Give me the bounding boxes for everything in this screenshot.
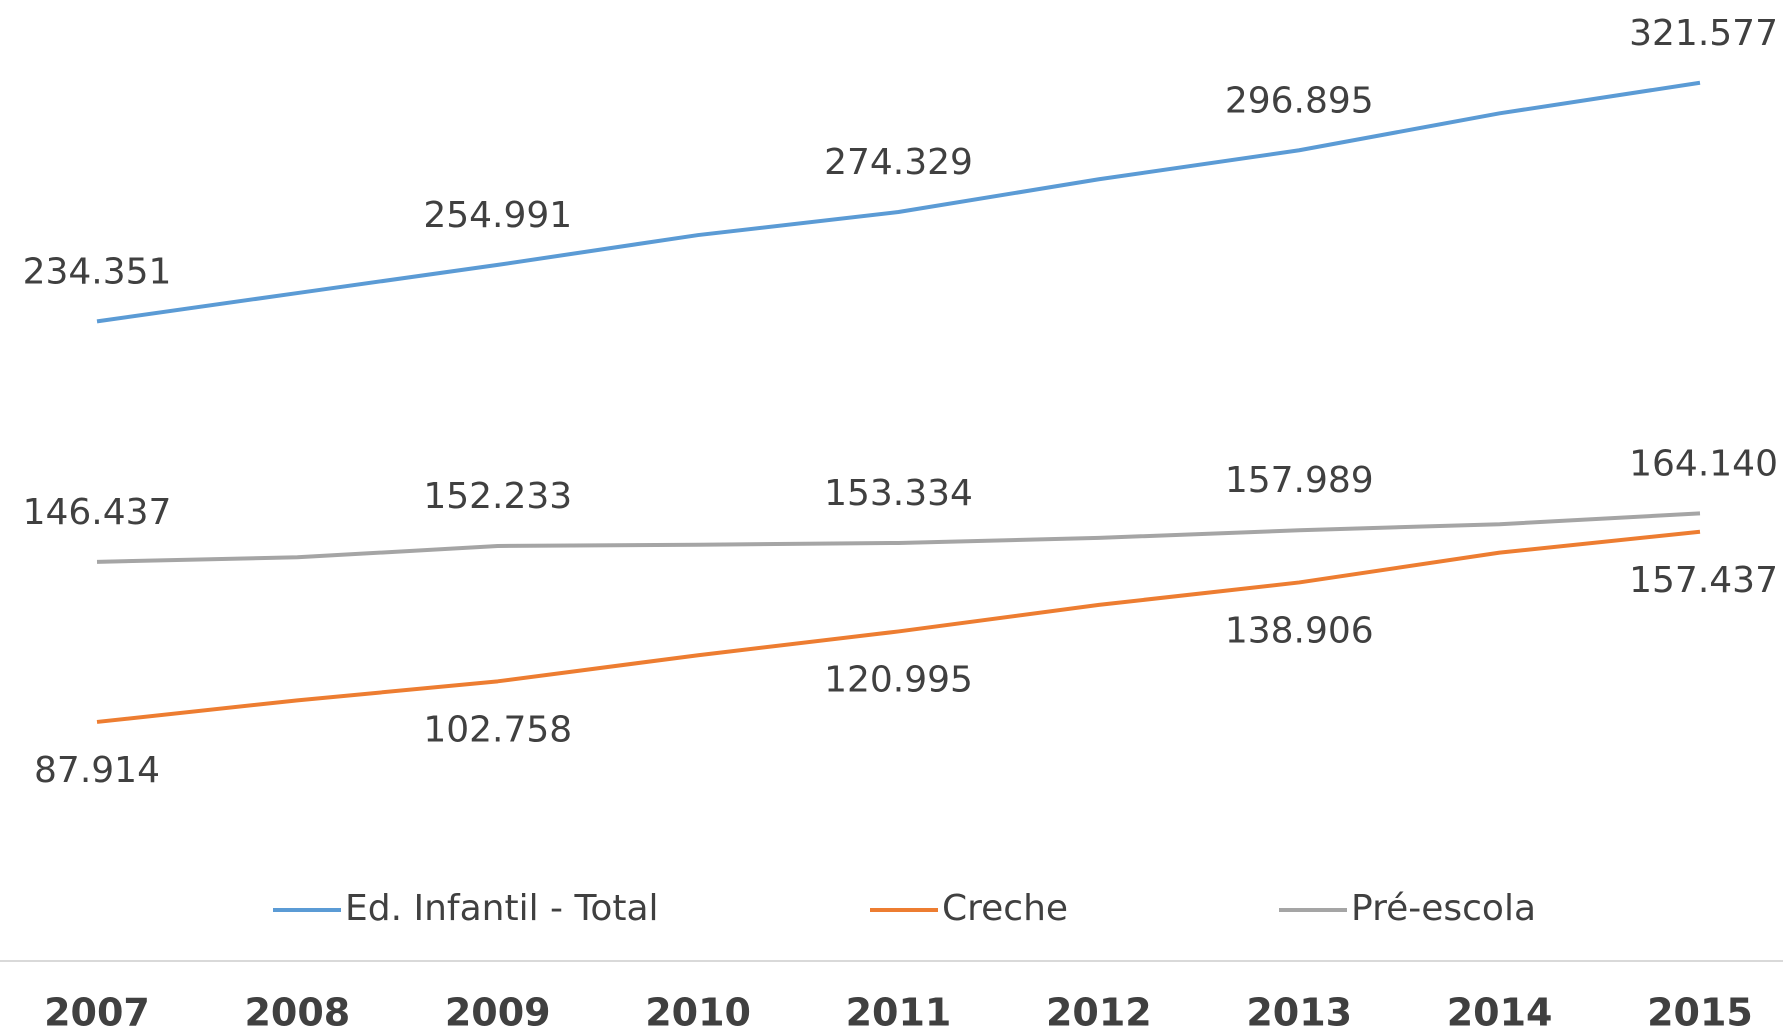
data-label: 120.995 bbox=[824, 659, 973, 700]
data-label: 164.140 bbox=[1629, 443, 1778, 484]
series-line bbox=[96, 529, 1701, 724]
data-label: 146.437 bbox=[23, 492, 172, 533]
data-label: 87.914 bbox=[34, 750, 160, 791]
data-label: 157.989 bbox=[1225, 460, 1374, 501]
x-tick-label: 2013 bbox=[1246, 991, 1352, 1035]
series-line bbox=[96, 80, 1701, 324]
data-label: 274.329 bbox=[824, 142, 973, 183]
data-label: 138.906 bbox=[1225, 610, 1374, 651]
data-label: 254.991 bbox=[423, 195, 572, 236]
x-tick-label: 2011 bbox=[846, 991, 952, 1035]
data-label: 296.895 bbox=[1225, 80, 1374, 121]
x-tick-label: 2009 bbox=[445, 991, 551, 1035]
legend-label: Ed. Infantil - Total bbox=[345, 888, 659, 929]
x-tick-label: 2010 bbox=[645, 991, 751, 1035]
data-label: 321.577 bbox=[1629, 13, 1778, 54]
data-label: 234.351 bbox=[23, 251, 172, 292]
data-label: 153.334 bbox=[824, 473, 973, 514]
data-label: 157.437 bbox=[1629, 560, 1778, 601]
data-label: 152.233 bbox=[423, 476, 572, 517]
x-tick-label: 2007 bbox=[44, 991, 150, 1035]
x-tick-label: 2014 bbox=[1447, 991, 1553, 1035]
x-tick-label: 2015 bbox=[1647, 991, 1753, 1035]
data-label: 102.758 bbox=[423, 709, 572, 750]
x-tick-label: 2012 bbox=[1046, 991, 1152, 1035]
series-line bbox=[96, 511, 1701, 564]
legend-label: Creche bbox=[942, 888, 1068, 929]
legend-label: Pré-escola bbox=[1351, 888, 1536, 929]
x-tick-label: 2008 bbox=[244, 991, 350, 1035]
